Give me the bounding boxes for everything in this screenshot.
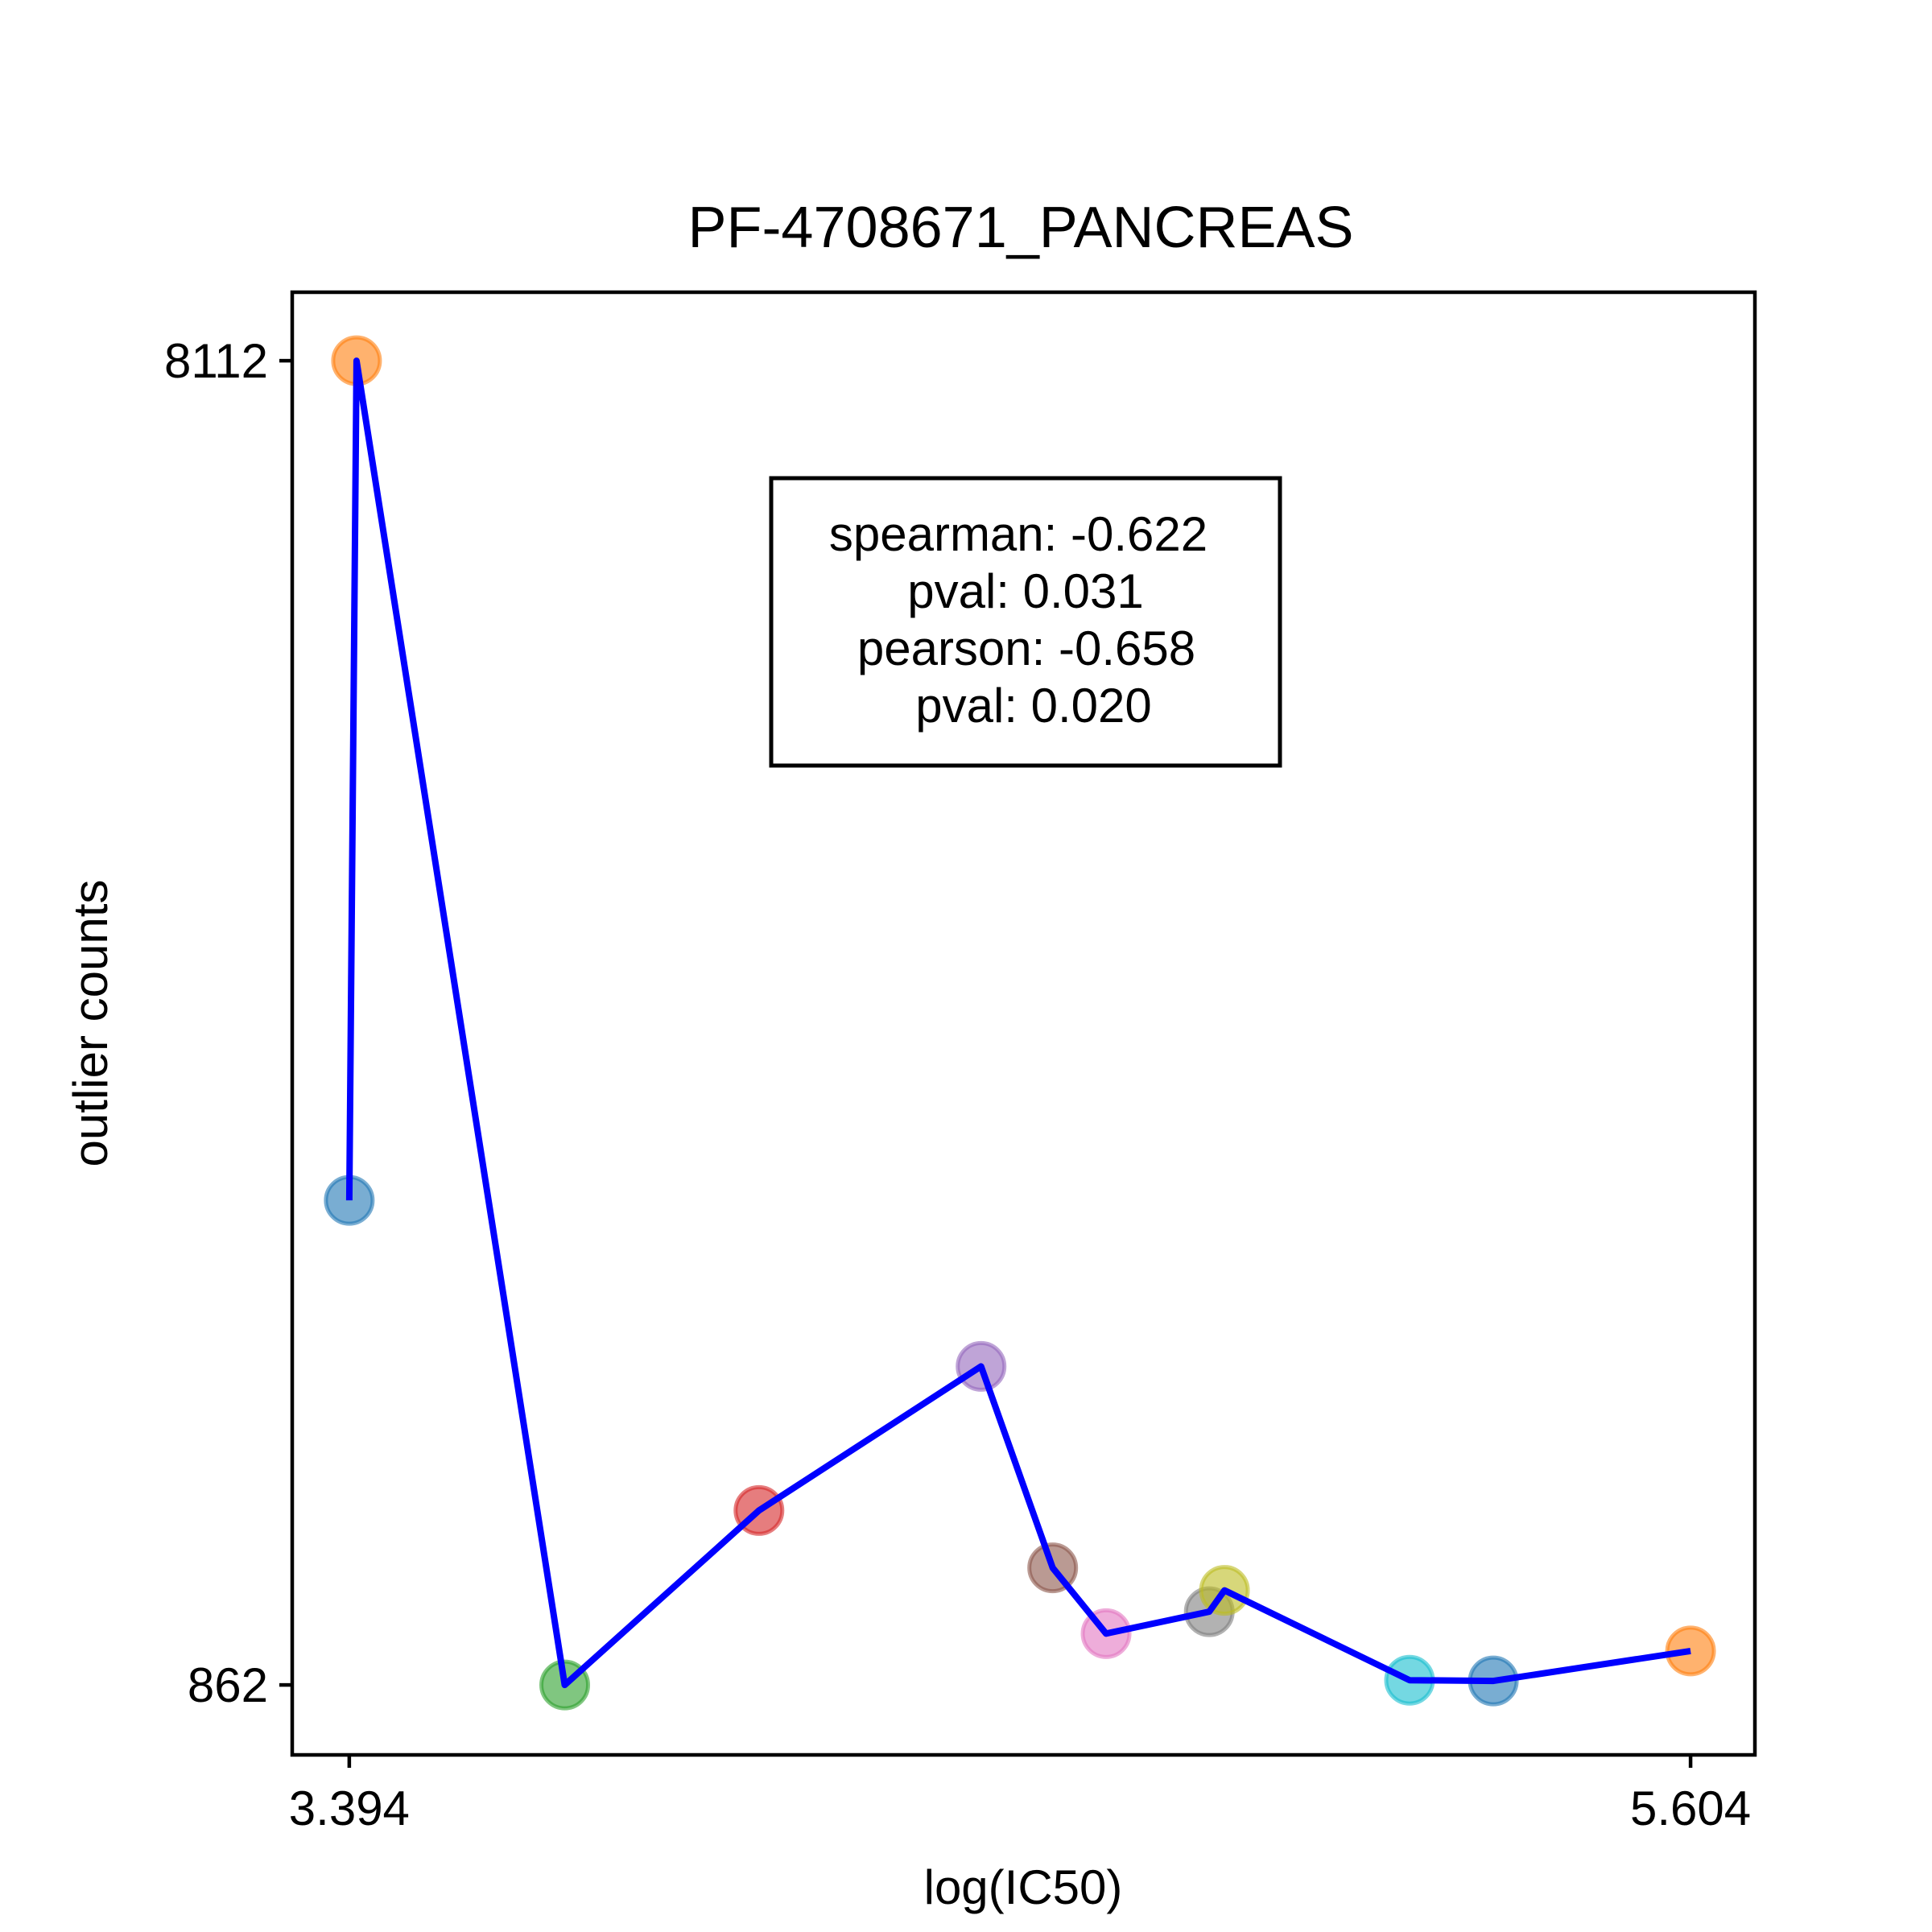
y-axis-label: outlier counts: [64, 880, 118, 1167]
stats-spearman: spearman: -0.622: [829, 507, 1208, 561]
stats-pearson: pearson: -0.658: [857, 621, 1195, 675]
stats-pearson-pval: pval: 0.020: [915, 679, 1152, 733]
y-tick-label: 862: [188, 1658, 268, 1712]
plot-marks: [324, 335, 1716, 1711]
x-tick-label: 3.394: [289, 1781, 410, 1835]
plot-frame: [290, 290, 1757, 1757]
chart-title: PF-4708671_PANCREAS: [687, 196, 1353, 260]
x-tick-label: 5.604: [1630, 1781, 1751, 1835]
x-axis-label: log(IC50): [924, 1860, 1123, 1914]
x-axis: 3.394 5.604: [289, 1755, 1751, 1835]
stats-box-frame: [769, 476, 1282, 768]
y-tick-label: 8112: [164, 334, 268, 388]
stats-box: spearman: -0.622 pval: 0.031 pearson: -0…: [769, 476, 1282, 768]
stats-spearman-pval: pval: 0.031: [907, 564, 1144, 618]
series-line: [345, 357, 1691, 1689]
y-axis: 8112 862: [164, 334, 292, 1712]
